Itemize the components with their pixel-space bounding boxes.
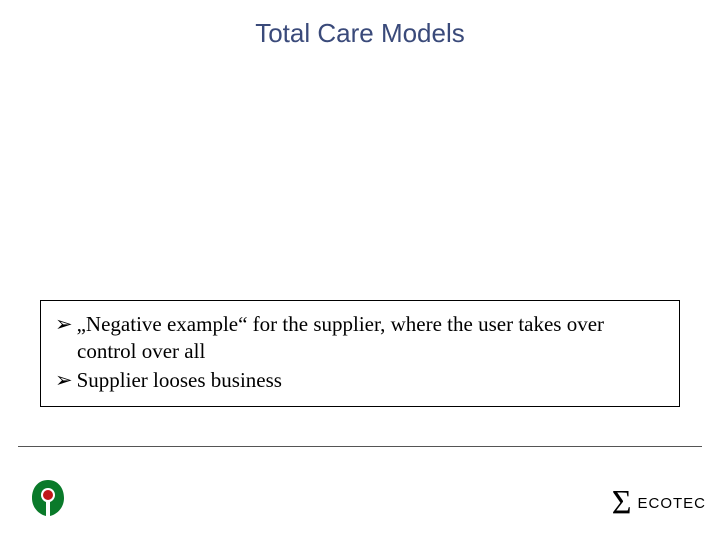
bullet-text: „Negative example“ for the supplier, whe… (77, 312, 604, 363)
org-logo-icon (24, 474, 72, 522)
slide-title: Total Care Models (0, 18, 720, 49)
bullet-text: Supplier looses business (77, 368, 282, 392)
bullet-item: ➢„Negative example“ for the supplier, wh… (55, 311, 665, 365)
footer-brand: Σ ECOTEC (612, 486, 706, 520)
bullet-arrow-icon: ➢ (55, 369, 77, 392)
logo-dot (43, 490, 53, 500)
sigma-icon: Σ (612, 486, 632, 520)
brand-text: ECOTEC (637, 495, 706, 512)
bullet-arrow-icon: ➢ (55, 313, 77, 336)
bullet-item: ➢Supplier looses business (55, 367, 665, 394)
content-box: ➢„Negative example“ for the supplier, wh… (40, 300, 680, 407)
slide: Total Care Models ➢„Negative example“ fo… (0, 0, 720, 540)
footer-divider (18, 446, 702, 447)
